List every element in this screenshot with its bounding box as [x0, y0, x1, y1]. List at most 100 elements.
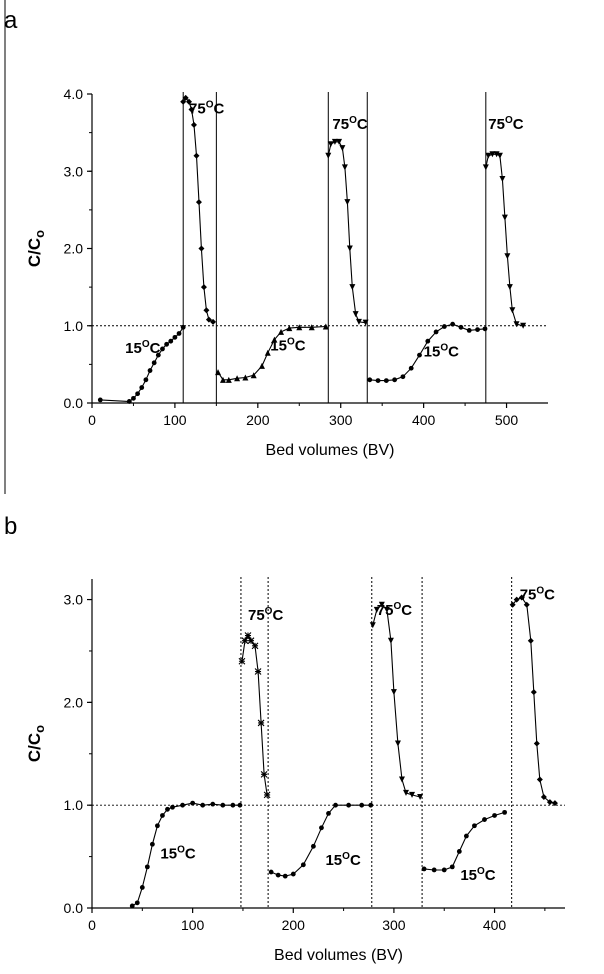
- y-tick-label: 2.0: [64, 241, 84, 257]
- data-point: [327, 141, 334, 148]
- series-3: [268, 802, 374, 879]
- y-tick-label: 2.0: [64, 694, 84, 710]
- data-point: [186, 98, 193, 105]
- data-point: [450, 321, 456, 327]
- data-point: [155, 823, 160, 829]
- data-point: [504, 253, 511, 260]
- degree-mark: O: [287, 336, 295, 347]
- y-tick-label: 1.0: [64, 797, 84, 813]
- temperature-value: 75: [189, 100, 206, 117]
- data-point: [456, 849, 462, 854]
- temperature-unit: C: [544, 587, 555, 604]
- data-point: [319, 825, 324, 831]
- data-point: [210, 318, 217, 325]
- temperature-value: 15: [460, 867, 477, 884]
- data-point: [278, 328, 285, 335]
- data-point: [339, 145, 346, 152]
- data-point: [499, 175, 506, 182]
- data-point: [417, 793, 424, 800]
- data-point: [180, 324, 186, 330]
- y-tick-label: 4.0: [64, 86, 84, 102]
- data-point: [168, 338, 174, 344]
- data-point: [282, 873, 288, 879]
- degree-mark: O: [536, 586, 544, 597]
- data-point: [264, 349, 271, 356]
- data-point: [449, 864, 455, 870]
- data-point: [139, 885, 145, 890]
- data-point: [230, 802, 236, 808]
- data-point: [485, 152, 492, 159]
- data-point: [290, 871, 296, 877]
- series-2: [180, 94, 217, 325]
- data-point: [475, 327, 480, 333]
- data-point: [355, 318, 362, 325]
- data-point: [417, 352, 422, 358]
- data-point: [205, 316, 212, 323]
- data-point: [311, 843, 316, 849]
- data-point: [527, 637, 534, 644]
- temperature-label: 15OC: [325, 851, 360, 869]
- data-point: [160, 346, 165, 352]
- temperature-value: 15: [325, 852, 342, 869]
- series-2: [238, 632, 271, 799]
- data-point: [398, 776, 405, 783]
- data-point: [251, 642, 259, 650]
- degree-mark: O: [505, 115, 513, 126]
- data-point: [341, 164, 348, 171]
- data-point: [482, 817, 487, 822]
- chart-b: b 0.0 1.0 2.0 3.0 0 100 200 300 400 Bed volumes (B…: [4, 513, 565, 964]
- data-point: [164, 341, 170, 347]
- data-point: [286, 325, 293, 332]
- y-tick-label: 3.0: [64, 592, 84, 608]
- temperature-label: 75OC: [189, 99, 224, 117]
- data-point: [520, 322, 527, 329]
- data-point: [190, 121, 197, 128]
- data-point: [513, 321, 520, 328]
- data-point: [254, 668, 262, 675]
- data-point: [200, 802, 206, 808]
- data-point: [346, 245, 353, 252]
- series-5: [367, 321, 488, 383]
- x-axis-label: Bed volumes (BV): [266, 442, 395, 459]
- temperature-label: 75OC: [377, 601, 412, 619]
- x-axis-label: Bed volumes (BV): [274, 947, 403, 964]
- panel-label: a: [4, 7, 18, 34]
- data-point: [523, 601, 530, 608]
- data-point: [402, 789, 409, 796]
- data-point: [210, 801, 216, 807]
- temperature-value: 75: [248, 607, 265, 624]
- data-point: [540, 793, 547, 800]
- data-point: [225, 376, 232, 383]
- degree-mark: O: [342, 851, 350, 862]
- temperature-unit: C: [513, 116, 524, 133]
- data-point: [190, 800, 196, 806]
- data-point: [180, 802, 185, 808]
- x-tick-label: 300: [329, 412, 353, 428]
- data-point: [421, 866, 427, 872]
- degree-mark: O: [393, 601, 401, 612]
- data-point: [271, 336, 278, 343]
- degree-mark: O: [477, 866, 485, 877]
- data-point: [139, 385, 145, 390]
- x-tick-label: 200: [282, 917, 306, 933]
- data-point: [482, 164, 489, 171]
- data-point: [336, 138, 343, 145]
- data-point: [333, 802, 338, 808]
- data-point: [472, 823, 477, 829]
- temperature-value: 75: [488, 116, 505, 133]
- series-3: [215, 323, 329, 383]
- series-line: [217, 325, 326, 381]
- data-point: [373, 606, 380, 613]
- data-point: [390, 689, 397, 696]
- data-point: [466, 327, 472, 333]
- data-point: [536, 776, 543, 783]
- data-point: [203, 307, 210, 314]
- temperature-label: 15OC: [424, 343, 459, 361]
- temperature-label: 75OC: [520, 586, 555, 604]
- data-point: [506, 284, 513, 291]
- series-line: [512, 596, 556, 804]
- series-5: [421, 809, 508, 873]
- data-point: [296, 324, 303, 331]
- data-point: [237, 802, 243, 808]
- data-point: [368, 802, 374, 808]
